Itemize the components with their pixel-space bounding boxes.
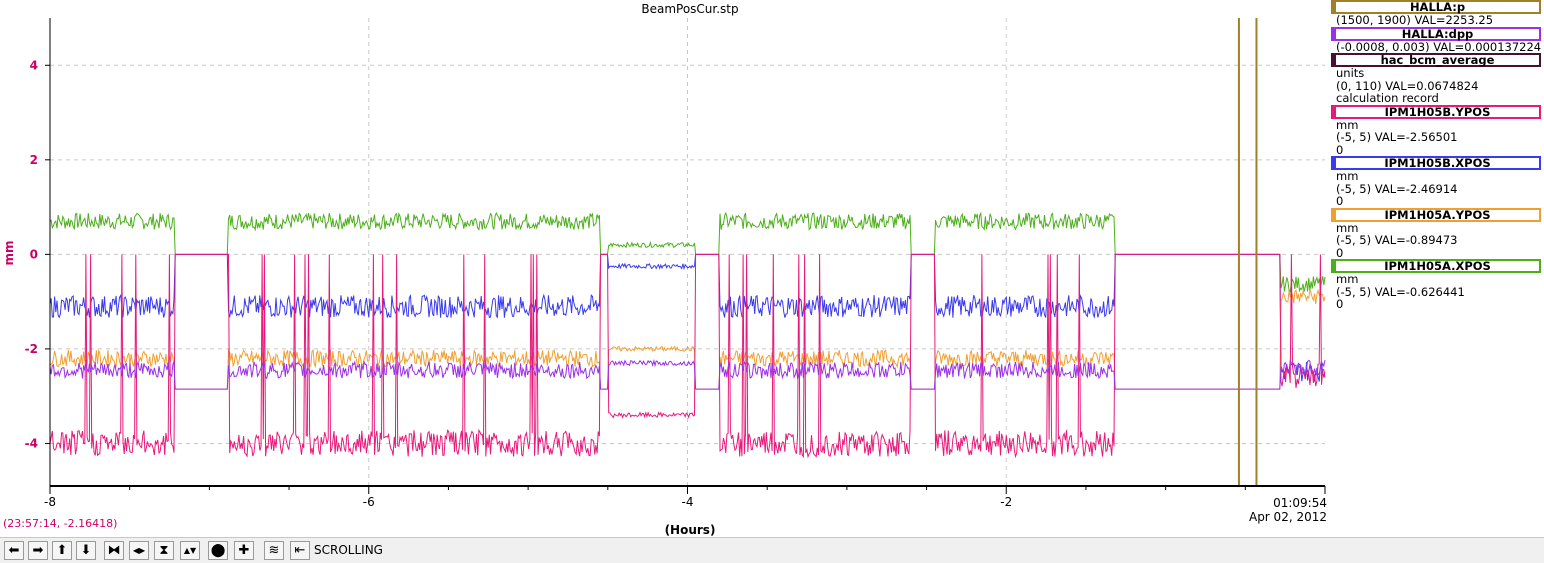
autoscale-button[interactable]: ≋ [264,541,284,560]
legend-entry[interactable]: IPM1H05A.XPOS mm (-5, 5) VAL=-0.626441 0 [1331,259,1541,311]
scroll-right-button[interactable]: ➡ [28,541,48,560]
grid-lines [50,18,1325,486]
axes: -4 -2 0 2 4 -8 -6 -4 -2 [25,18,1326,509]
legend-series-name[interactable]: hac_bcm_average [1331,53,1541,67]
y-tick-label-1: -2 [25,342,38,356]
zoom-in-vertical-button[interactable]: ⧗ [154,541,174,560]
autoscale-icon: ≋ [268,543,280,558]
legend-entry[interactable]: HALLA:p (1500, 1900) VAL=2253.25 [1331,0,1541,27]
legend-detail-line: (1500, 1900) VAL=2253.25 [1336,13,1494,27]
legend-detail-line: (-5, 5) VAL=-0.89473 [1336,233,1458,247]
legend-series-name[interactable]: IPM1H05B.YPOS [1331,104,1541,119]
zoom-out-x-icon: ◀▶ [132,546,146,555]
legend-series-name[interactable]: HALLA:p [1331,0,1541,14]
legend-series-name[interactable]: IPM1H05A.YPOS [1331,207,1541,222]
scroll-left-button[interactable]: ⬅ [4,541,24,560]
strip-chart[interactable]: BeamPosCur.stp -4 -2 0 2 4 -8 -6 -4 -2 mm (Hours… [0,0,1330,537]
arrow-right-icon: ➡ [32,543,44,558]
scroll-toggle-icon: ⇤ [294,543,306,558]
legend-entry[interactable]: IPM1H05B.YPOS mm (-5, 5) VAL=-2.56501 0 [1331,104,1541,157]
legend-detail-line: units [1336,66,1365,80]
legend-detail-line: mm [1336,272,1359,286]
plus-icon: ✚ [238,543,250,558]
scroll-mode-label: SCROLLING [314,543,383,557]
marker-layer [1237,18,1258,486]
legend-detail-line: (0, 110) VAL=0.0674824 [1336,78,1479,93]
zoom-in-y-icon: ⧗ [159,543,169,558]
legend-series-name[interactable]: IPM1H05B.XPOS [1331,156,1541,170]
x-tick-label-3: -2 [1000,495,1012,509]
series-line-ipm1h05a-xpos [49,211,1326,293]
circle-reset-icon: ⬤ [210,543,226,558]
legend-detail-line: (-5, 5) VAL=-0.626441 [1336,284,1465,299]
legend-entry[interactable]: HALLA:dpp (-0.0008, 0.003) VAL=0.00013722… [1331,26,1542,54]
x-tick-label-2: -4 [682,495,694,509]
series-line-ipm1h05b-ypos [49,253,1326,459]
scroll-down-button[interactable]: ⬇ [76,541,96,560]
zoom-out-y-icon: ▲▼ [183,546,197,555]
scroll-toggle-button[interactable]: ⇤ [290,541,310,560]
toolbar: SCROLLING ⬅ ➡ ⬆ ⬇ ⧓ ◀▶ ⧗ ▲▼ ⬤ ✚ ≋ ⇤ [0,537,1544,563]
arrow-up-icon: ⬆ [56,543,68,558]
y-tick-label-3: 2 [30,153,38,167]
zoom-out-horizontal-button[interactable]: ◀▶ [129,541,149,560]
arrow-left-icon: ⬅ [8,543,20,558]
legend-entry[interactable]: hac_bcm_average units (0, 110) VAL=0.06748… [1331,53,1541,105]
legend-detail-line: mm [1336,220,1359,235]
y-tick-label-2: 0 [30,247,38,261]
legend-detail-line: mm [1336,117,1359,132]
y-tick-label-0: -4 [25,436,38,450]
zoom-out-vertical-button[interactable]: ▲▼ [180,541,200,560]
zoom-in-horizontal-button[interactable]: ⧓ [104,541,124,560]
legend-detail-line: 0 [1336,245,1344,260]
legend-series-name[interactable]: IPM1H05A.XPOS [1331,259,1541,273]
y-tick-label-4: 4 [30,58,38,72]
legend: HALLA:p (1500, 1900) VAL=2253.25 HALLA:dpp… [1331,0,1541,311]
series-line-halla-dpp [49,358,1326,390]
legend-detail-line: 0 [1336,297,1344,311]
zoom-reset-button[interactable]: ⬤ [208,541,228,560]
legend-detail-line: (-5, 5) VAL=-2.46914 [1336,181,1458,196]
x-axis-label: (Hours) [665,523,716,537]
legend-detail-line: (-0.0008, 0.003) VAL=0.000137224 [1336,39,1542,54]
x-tick-label-0: -8 [44,495,56,509]
legend-detail-line: 0 [1336,194,1344,208]
y-axis-label: mm [2,240,16,265]
series-layer [49,211,1326,459]
end-date-label: Apr 02, 2012 [1249,510,1327,524]
legend-detail-line: (-5, 5) VAL=-2.56501 [1336,130,1458,144]
legend-entry[interactable]: IPM1H05B.XPOS mm (-5, 5) VAL=-2.46914 0 [1331,156,1541,208]
chart-title: BeamPosCur.stp [641,2,738,16]
scroll-up-button[interactable]: ⬆ [52,541,72,560]
end-time-label: 01:09:54 [1273,496,1327,510]
legend-detail-line: mm [1336,169,1359,183]
zoom-in-x-icon: ⧓ [107,543,121,558]
legend-series-name[interactable]: HALLA:dpp [1331,26,1541,41]
add-button[interactable]: ✚ [234,541,254,560]
x-tick-label-1: -6 [363,495,375,509]
cursor-coordinates: (23:57:14, -2.16418) [3,517,118,530]
legend-entry[interactable]: IPM1H05A.YPOS mm (-5, 5) VAL=-0.89473 0 [1331,207,1541,260]
legend-detail-line: 0 [1336,142,1344,157]
arrow-down-icon: ⬇ [80,543,92,558]
legend-detail-line: calculation record [1336,91,1439,105]
